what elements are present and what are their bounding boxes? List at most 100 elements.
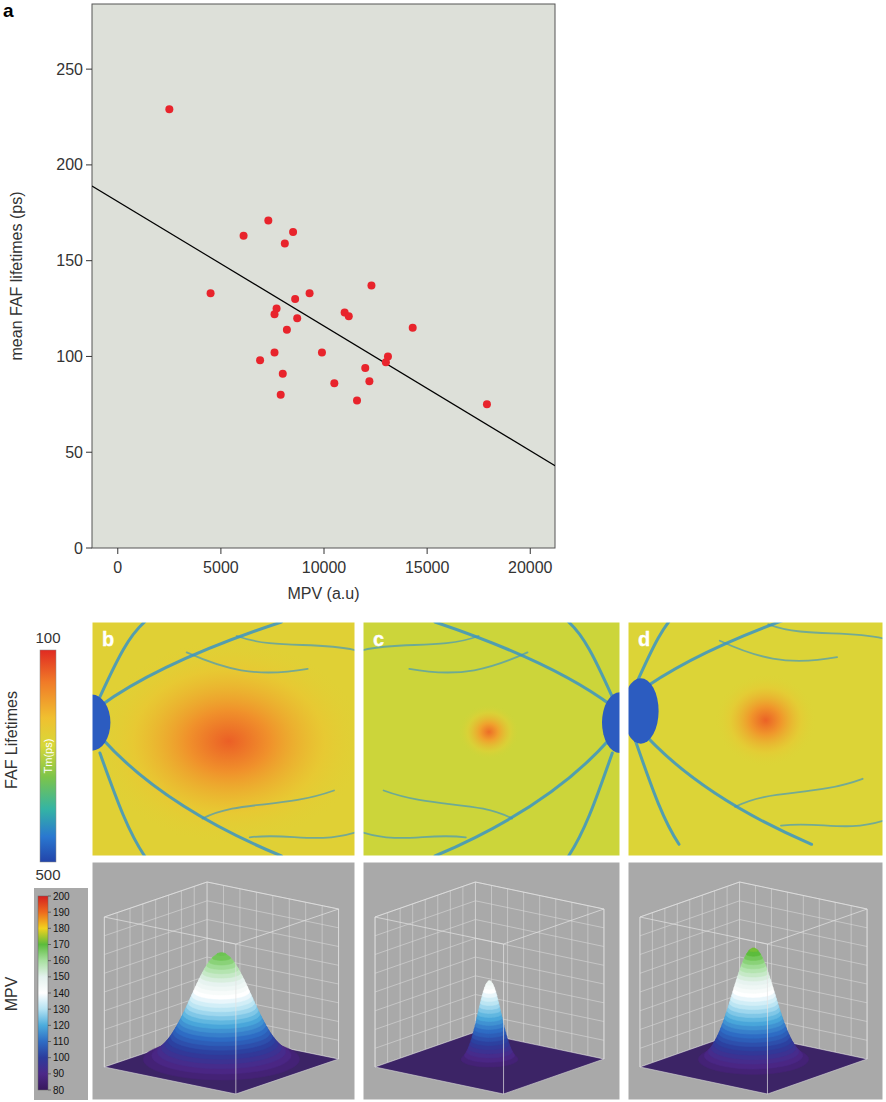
wall-grid xyxy=(104,917,105,1067)
wall-grid xyxy=(587,906,588,1056)
vessel xyxy=(363,833,466,838)
x-tick-label: 5000 xyxy=(203,559,239,576)
vessel xyxy=(768,624,883,638)
wall-grid xyxy=(714,891,715,1041)
colorbar-tick-label: 130 xyxy=(53,1004,70,1015)
y-tick-label: 0 xyxy=(74,540,83,557)
colorbar-tick-label: 150 xyxy=(53,971,70,982)
mpv-peak xyxy=(461,981,518,1067)
scatter-point xyxy=(318,349,326,357)
vessel xyxy=(409,652,527,672)
vessel xyxy=(203,791,335,819)
colorbar-tick xyxy=(48,960,51,961)
colorbar-tick xyxy=(48,1057,51,1058)
vessel xyxy=(636,622,679,685)
colorbar-tick-label: 170 xyxy=(53,939,70,950)
y-tick xyxy=(86,452,92,453)
colorbar-tick xyxy=(48,1025,51,1026)
image-frame xyxy=(363,622,620,856)
faf-image-content xyxy=(92,622,355,856)
peak-layer xyxy=(217,953,226,956)
scatter-point xyxy=(382,358,390,366)
colorbar-tick xyxy=(48,944,51,945)
scatter-point xyxy=(279,370,287,378)
vessel xyxy=(720,641,837,661)
vessel xyxy=(100,622,282,706)
panel-letter: d xyxy=(638,628,650,650)
wall-grid xyxy=(305,902,306,1052)
peak-layer xyxy=(486,981,493,986)
vessel xyxy=(384,791,512,819)
wall-grid xyxy=(640,901,867,936)
scatter-point xyxy=(271,310,279,318)
colorbar-tick-label: 120 xyxy=(53,1020,70,1031)
plot-frame xyxy=(363,862,620,1100)
wall-grid xyxy=(375,917,376,1067)
wall-grid xyxy=(835,902,836,1052)
faf-image: d xyxy=(623,610,883,856)
plot-data xyxy=(92,105,555,465)
faf-image-content xyxy=(628,622,883,856)
y-tick xyxy=(86,260,92,261)
scatter-point xyxy=(306,289,314,297)
mpv-colorbar xyxy=(38,896,48,1090)
figure: 05010015020025005000100001500020000MPV (… xyxy=(0,0,886,1102)
wall-grid xyxy=(555,899,556,1049)
scatter-point xyxy=(409,324,417,332)
faf-background xyxy=(363,622,620,856)
y-tick-label: 100 xyxy=(56,348,83,365)
wall-grid xyxy=(603,909,604,1059)
y-tick-label: 150 xyxy=(56,252,83,269)
plot-frame xyxy=(628,862,883,1100)
vessel xyxy=(569,622,613,697)
wall-grid xyxy=(851,906,852,1056)
vessel xyxy=(237,636,355,650)
panel-letter: c xyxy=(373,628,384,650)
wall-grid xyxy=(338,909,339,1059)
optic-disc xyxy=(602,692,620,753)
wall-grid xyxy=(450,891,451,1041)
wall-grid xyxy=(322,906,323,1056)
wall-grid xyxy=(289,899,290,1049)
y-tick xyxy=(86,164,92,165)
plot-background xyxy=(92,862,355,1100)
colorbar-tick-label: 80 xyxy=(53,1085,65,1096)
scatter-point xyxy=(283,326,291,334)
vessel xyxy=(735,779,863,807)
wall-grid xyxy=(104,920,338,955)
mpv-3d-plot xyxy=(92,862,355,1100)
plot-background xyxy=(363,862,620,1100)
wall-grid xyxy=(475,882,476,1032)
box-edge xyxy=(104,882,338,944)
scatter-point xyxy=(264,216,272,224)
scatter-point xyxy=(240,232,248,240)
colorbar-tick xyxy=(48,1073,51,1074)
box-edge xyxy=(639,917,640,1067)
wall-grid xyxy=(104,901,338,936)
wall-grid xyxy=(168,895,169,1045)
wall-grid xyxy=(640,938,867,973)
wall-grid xyxy=(104,882,338,917)
box-edge xyxy=(375,882,604,944)
panel-a: 05010015020025005000100001500020000MPV (… xyxy=(3,0,555,602)
wall-grid xyxy=(104,938,338,973)
vessel xyxy=(638,727,811,844)
x-tick xyxy=(427,548,428,554)
colorbar-tick-label: 190 xyxy=(53,907,70,918)
y-tick xyxy=(86,69,92,70)
colorbar-tick xyxy=(48,1041,51,1042)
plot-frame xyxy=(92,862,355,1100)
vessel xyxy=(103,739,282,856)
image-frame xyxy=(92,622,355,856)
optic-disc xyxy=(628,678,659,744)
scatter-point xyxy=(361,364,369,372)
x-tick xyxy=(220,548,221,554)
wall-grid xyxy=(375,995,604,1030)
faf-macular-spot xyxy=(715,673,817,767)
vessel xyxy=(636,741,679,844)
y-tick-label: 50 xyxy=(65,444,83,461)
wall-grid xyxy=(639,917,640,1067)
box-edge xyxy=(338,909,339,1059)
wall-grid xyxy=(375,976,604,1011)
peak-layer xyxy=(749,948,758,952)
